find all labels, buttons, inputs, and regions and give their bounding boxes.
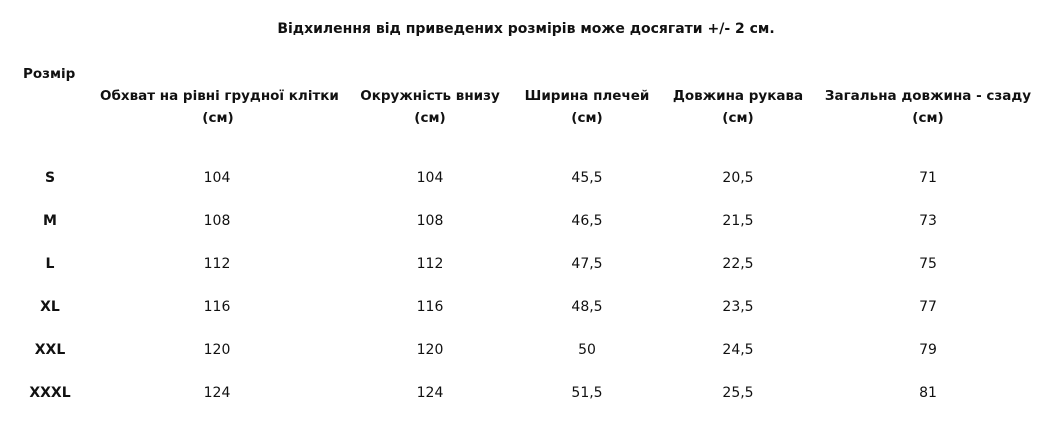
column-header-label: Загальна довжина - сзаду [824, 88, 1032, 104]
value-cell: 124 [203, 385, 231, 401]
value-cell: 51,5 [571, 385, 603, 401]
value-cell: 23,5 [722, 299, 754, 315]
value-cell: 24,5 [722, 342, 754, 358]
column-header-label: Довжина рукава [672, 88, 804, 104]
value-cell: 124 [416, 385, 444, 401]
size-cell: XXXL [29, 385, 71, 401]
value-cell: 46,5 [571, 213, 603, 229]
value-cell: 112 [416, 256, 444, 272]
value-cell: 73 [919, 213, 937, 229]
size-cell: XL [40, 299, 60, 315]
value-cell: 75 [919, 256, 937, 272]
size-cell: M [43, 213, 57, 229]
value-cell: 25,5 [722, 385, 754, 401]
value-cell: 120 [203, 342, 231, 358]
value-cell: 21,5 [722, 213, 754, 229]
column-header-label: Обхват на рівні грудної клітки [100, 88, 339, 104]
column-header-shoulders: Ширина плечей (см) [522, 85, 652, 129]
column-header-label: Ширина плечей [524, 88, 650, 104]
size-column-header: Розмір [23, 66, 76, 82]
column-header-unit: (см) [414, 110, 446, 126]
column-header-label: Окружність внизу [360, 88, 500, 104]
column-header-unit: (см) [202, 110, 234, 126]
column-header-chest: Обхват на рівні грудної клітки (см) [100, 85, 339, 129]
column-header-unit: (см) [912, 110, 944, 126]
column-header-unit: (см) [722, 110, 754, 126]
value-cell: 116 [416, 299, 444, 315]
value-cell: 22,5 [722, 256, 754, 272]
value-cell: 120 [416, 342, 444, 358]
column-header-length: Загальна довжина - сзаду (см) [823, 85, 1033, 129]
column-header-unit: (см) [571, 110, 603, 126]
value-cell: 104 [416, 170, 444, 186]
value-cell: 81 [919, 385, 937, 401]
value-cell: 77 [919, 299, 937, 315]
size-cell: L [45, 256, 55, 272]
value-cell: 20,5 [722, 170, 754, 186]
value-cell: 104 [203, 170, 231, 186]
size-cell: XXL [34, 342, 66, 358]
column-header-sleeve: Довжина рукава (см) [670, 85, 806, 129]
size-cell: S [44, 170, 56, 186]
value-cell: 108 [203, 213, 231, 229]
value-cell: 71 [919, 170, 937, 186]
value-cell: 116 [203, 299, 231, 315]
value-cell: 108 [416, 213, 444, 229]
value-cell: 50 [578, 342, 596, 358]
value-cell: 45,5 [571, 170, 603, 186]
value-cell: 47,5 [571, 256, 603, 272]
value-cell: 112 [203, 256, 231, 272]
tolerance-note: Відхилення від приведених розмірів може … [277, 21, 775, 37]
value-cell: 79 [919, 342, 937, 358]
column-header-hem: Окружність внизу (см) [355, 85, 505, 129]
value-cell: 48,5 [571, 299, 603, 315]
